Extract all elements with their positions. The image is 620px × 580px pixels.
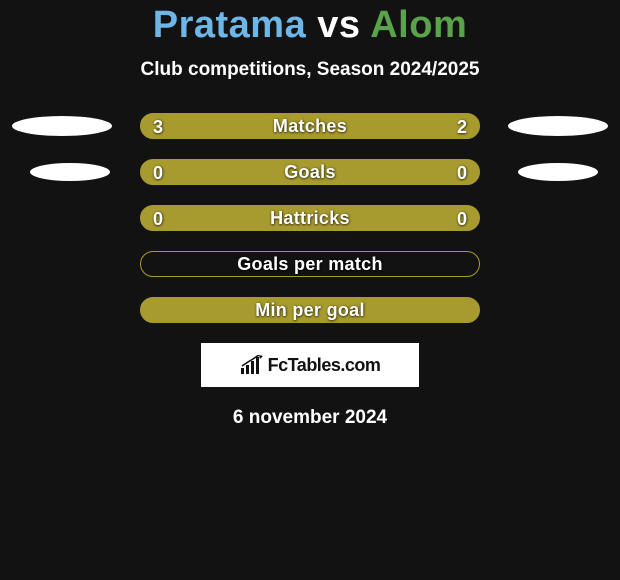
stat-row: 3 Matches 2 [0,113,620,139]
flank-oval-left [12,116,112,136]
stat-left-value: 3 [153,114,163,140]
flank-oval-right [508,116,608,136]
stat-label: Hattricks [270,208,350,229]
subtitle: Club competitions, Season 2024/2025 [0,59,620,81]
stat-bar: Min per goal [140,297,480,323]
stat-bar: 0 Goals 0 [140,159,480,185]
stat-label: Goals per match [237,254,383,275]
flank-oval-left [30,163,110,181]
brand-badge: FcTables.com [201,343,419,387]
stats-card: Pratama vs Alom Club competitions, Seaso… [0,0,620,580]
stat-row: 0 Goals 0 [0,159,620,185]
stat-right-value: 0 [457,206,467,232]
stat-left-value: 0 [153,206,163,232]
stat-label: Min per goal [255,300,365,321]
brand-chart-icon [240,355,264,375]
stats-list: 3 Matches 2 0 Goals 0 0 Hattricks 0 Goals per mat… [0,113,620,323]
stat-bar: 0 Hattricks 0 [140,205,480,231]
player-b-name: Alom [370,4,467,46]
vs-separator: vs [317,4,360,46]
stat-row: Goals per match [0,251,620,277]
player-a-name: Pratama [153,4,306,46]
stat-bar: 3 Matches 2 [140,113,480,139]
stat-right-value: 2 [457,114,467,140]
stat-label: Matches [273,116,347,137]
brand-text: FcTables.com [268,355,381,376]
date-text: 6 november 2024 [0,407,620,429]
stat-row: 0 Hattricks 0 [0,205,620,231]
stat-label: Goals [284,162,336,183]
stat-left-value: 0 [153,160,163,186]
stat-right-value: 0 [457,160,467,186]
page-title: Pratama vs Alom [0,4,620,47]
stat-row: Min per goal [0,297,620,323]
flank-oval-right [518,163,598,181]
stat-bar: Goals per match [140,251,480,277]
